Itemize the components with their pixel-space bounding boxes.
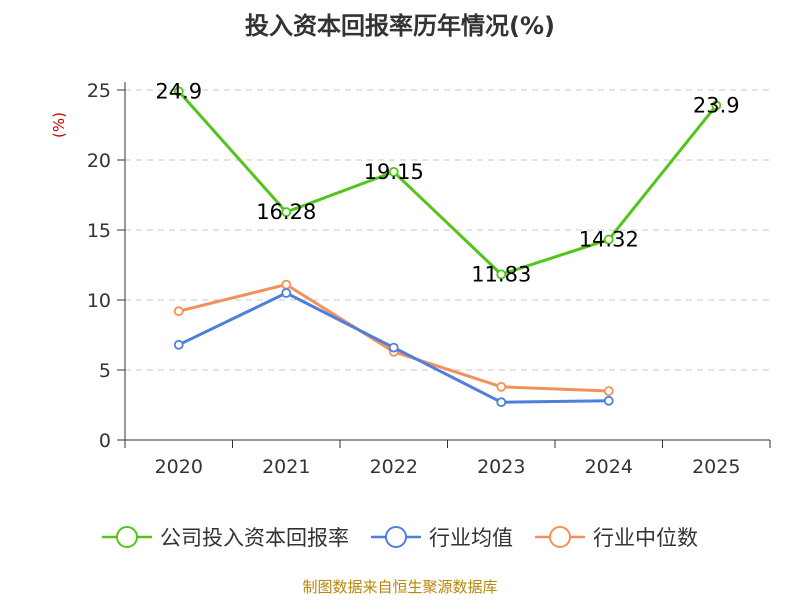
point-2-2021: [281, 279, 292, 290]
x-tick-label-2022: 2022: [370, 456, 418, 478]
y-tick-label-20: 20: [87, 150, 111, 172]
x-tick-label-2021: 2021: [262, 456, 310, 478]
point-2-2020: [173, 306, 184, 317]
data-label-2023: 11.83: [471, 262, 531, 286]
legend-marker-1: [385, 526, 407, 548]
point-0-2021: [281, 207, 292, 217]
grid-lines: [125, 89, 770, 371]
series-line-2: [178, 283, 609, 393]
legend-label-0: 公司投入资本回报率: [160, 526, 349, 550]
y-tick-label-10: 10: [87, 290, 111, 312]
point-1-2021: [281, 288, 292, 298]
point-2-2024: [603, 386, 614, 396]
point-2-2023: [496, 381, 507, 392]
source-note: 制图数据来自恒生聚源数据库: [302, 578, 497, 596]
chart-title: 投入资本回报率历年情况(%): [245, 12, 555, 40]
legend-item-1: 行业均值: [371, 526, 513, 550]
legend-label-1: 行业均值: [429, 526, 513, 550]
legend-label-2: 行业中位数: [593, 526, 698, 550]
data-label-2021: 16.28: [256, 200, 316, 224]
point-1-2022: [388, 342, 399, 353]
y-tick-label-15: 15: [87, 220, 111, 242]
point-1-2020: [173, 339, 184, 350]
point-1-2024: [603, 395, 614, 406]
data-label-2025: 23.9: [693, 93, 740, 117]
y-tick-label-5: 5: [99, 360, 111, 382]
x-tick-label-2023: 2023: [477, 456, 525, 478]
point-0-2023: [496, 269, 507, 280]
data-label-2020: 24.9: [155, 79, 202, 103]
series-layer: [173, 86, 722, 408]
point-0-2022: [388, 166, 399, 177]
point-0-2020: [173, 86, 184, 97]
data-label-2022: 19.15: [364, 160, 424, 184]
y-axis-unit: (%): [50, 112, 68, 138]
x-tick-label-2020: 2020: [155, 456, 203, 478]
legend-marker-0: [116, 526, 138, 548]
legend-item-2: 行业中位数: [535, 526, 698, 550]
point-1-2023: [496, 397, 507, 408]
x-tick-label-2024: 2024: [585, 456, 633, 478]
y-tick-label-25: 25: [87, 80, 111, 102]
data-labels: 24.9 16.28 19.15 11.83 14.32 23.9: [155, 79, 739, 286]
y-tick-label-0: 0: [99, 430, 111, 452]
legend-item-0: 公司投入资本回报率: [102, 526, 349, 550]
x-tick-label-2025: 2025: [692, 456, 740, 478]
data-label-2024: 14.32: [579, 228, 639, 252]
legend: 公司投入资本回报率 行业均值 行业中位数: [102, 526, 698, 550]
series-line-0: [177, 90, 718, 276]
point-0-2025: [711, 100, 722, 111]
legend-marker-2: [549, 526, 571, 548]
point-0-2024: [603, 234, 614, 245]
